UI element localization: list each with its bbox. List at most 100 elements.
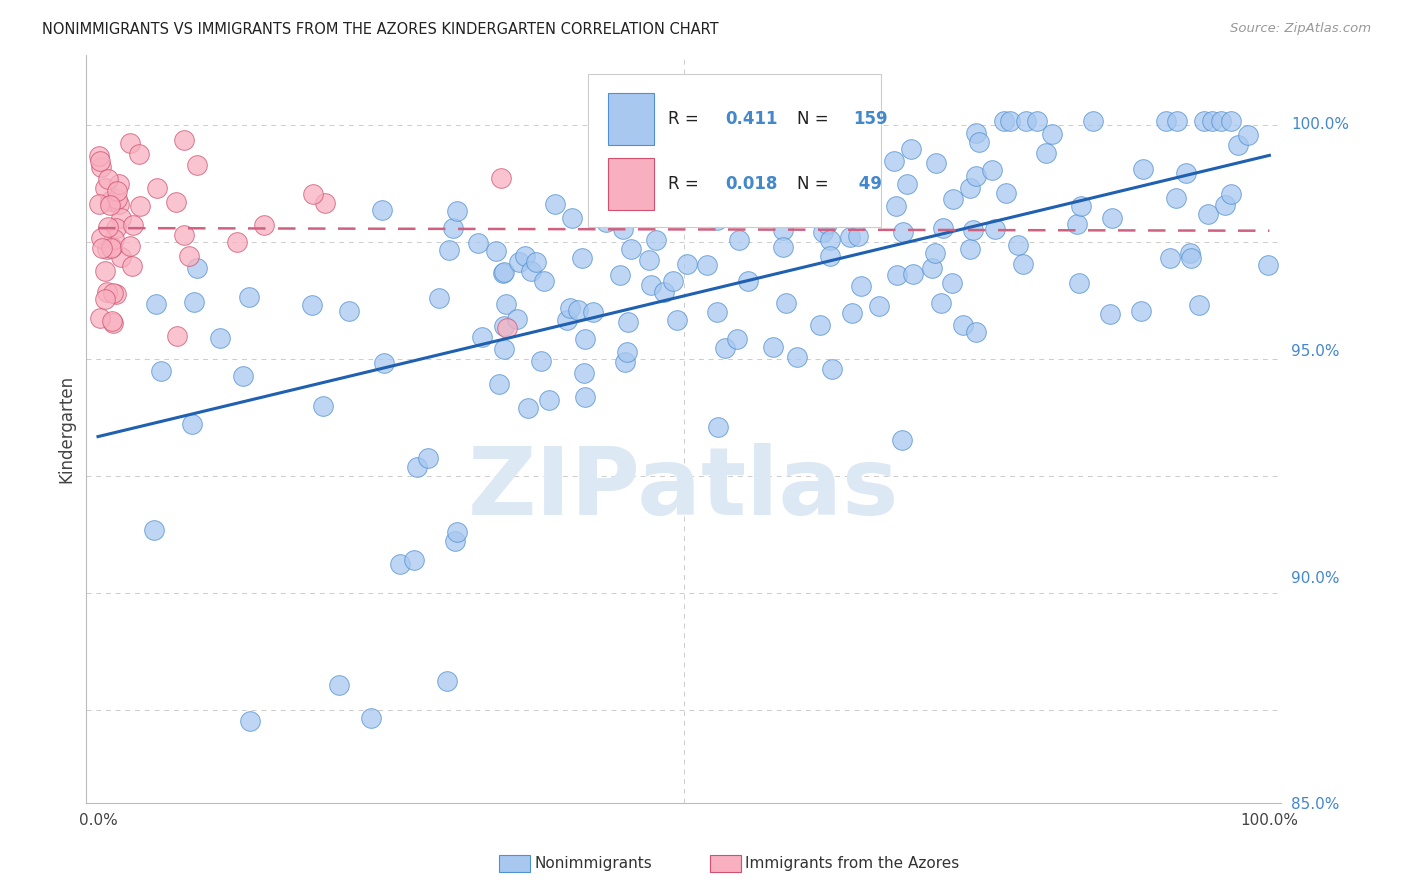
Point — [1035, 146, 1057, 161]
Y-axis label: Kindergarten: Kindergarten — [58, 376, 75, 483]
Point — [846, 199, 869, 213]
Point — [932, 221, 955, 235]
Point — [1067, 277, 1090, 291]
Point — [995, 186, 1018, 201]
Point — [620, 242, 643, 256]
Point — [868, 299, 890, 313]
Text: 49: 49 — [853, 175, 883, 193]
Text: R =: R = — [668, 110, 704, 128]
Point — [1026, 113, 1049, 128]
Point — [508, 255, 530, 269]
Point — [558, 301, 581, 315]
Point — [725, 332, 748, 346]
Point — [612, 221, 634, 235]
Point — [882, 154, 904, 169]
Point — [1180, 251, 1202, 265]
Point — [337, 304, 360, 318]
Point — [446, 524, 468, 539]
Point — [489, 171, 512, 186]
Point — [89, 197, 111, 211]
Point — [494, 265, 516, 279]
Point — [505, 312, 527, 326]
Point — [706, 213, 728, 227]
Point — [924, 156, 946, 170]
Point — [981, 163, 1004, 178]
Point — [886, 268, 908, 282]
Point — [952, 318, 974, 332]
Point — [89, 154, 111, 169]
Point — [1129, 304, 1152, 318]
Point — [517, 401, 540, 416]
Point — [561, 211, 583, 225]
Point — [101, 314, 124, 328]
Point — [786, 350, 808, 364]
Point — [121, 259, 143, 273]
Point — [900, 142, 922, 156]
Point — [942, 192, 965, 206]
Point — [146, 181, 169, 195]
Point — [959, 181, 981, 195]
Point — [638, 252, 661, 267]
Point — [105, 184, 128, 198]
Point — [728, 233, 751, 247]
Point — [896, 177, 918, 191]
Point — [993, 113, 1015, 128]
Point — [1040, 127, 1063, 141]
Point — [616, 344, 638, 359]
Point — [239, 714, 262, 728]
Point — [555, 312, 578, 326]
Point — [232, 368, 254, 383]
Point — [841, 306, 863, 320]
Point — [820, 249, 842, 263]
Point — [406, 459, 429, 474]
Point — [312, 399, 335, 413]
Point — [891, 433, 914, 447]
Point — [533, 274, 555, 288]
Point — [520, 264, 543, 278]
Point — [128, 147, 150, 161]
Point — [467, 236, 489, 251]
Point — [1178, 246, 1201, 260]
Point — [101, 317, 124, 331]
Point — [567, 303, 589, 318]
Point — [1070, 199, 1092, 213]
Point — [1220, 113, 1243, 128]
Point — [103, 285, 125, 300]
Point — [737, 275, 759, 289]
Point — [884, 199, 907, 213]
Point — [96, 243, 118, 257]
Point — [328, 678, 350, 692]
Point — [471, 330, 494, 344]
Point — [959, 242, 981, 256]
Point — [238, 290, 260, 304]
Point — [1132, 161, 1154, 176]
Point — [681, 155, 703, 169]
Point — [1257, 258, 1279, 272]
Point — [1007, 238, 1029, 252]
Text: N =: N = — [797, 175, 834, 193]
Text: R =: R = — [668, 175, 704, 193]
Point — [492, 266, 515, 280]
Point — [574, 332, 596, 346]
Point — [209, 331, 232, 345]
Point — [530, 354, 553, 368]
Point — [846, 229, 869, 244]
Point — [183, 295, 205, 310]
Point — [813, 225, 835, 239]
Point — [574, 390, 596, 404]
Text: NONIMMIGRANTS VS IMMIGRANTS FROM THE AZORES KINDERGARTEN CORRELATION CHART: NONIMMIGRANTS VS IMMIGRANTS FROM THE AZO… — [42, 22, 718, 37]
Point — [495, 297, 517, 311]
Point — [110, 211, 132, 226]
Point — [226, 235, 249, 249]
Point — [96, 285, 118, 299]
Point — [360, 711, 382, 725]
Point — [582, 304, 605, 318]
Point — [1236, 128, 1258, 142]
Point — [1015, 113, 1038, 128]
Text: Nonimmigrants: Nonimmigrants — [534, 856, 652, 871]
Point — [762, 341, 785, 355]
Point — [1066, 217, 1088, 231]
Point — [90, 231, 112, 245]
Text: Source: ZipAtlas.com: Source: ZipAtlas.com — [1230, 22, 1371, 36]
Point — [1011, 256, 1033, 270]
